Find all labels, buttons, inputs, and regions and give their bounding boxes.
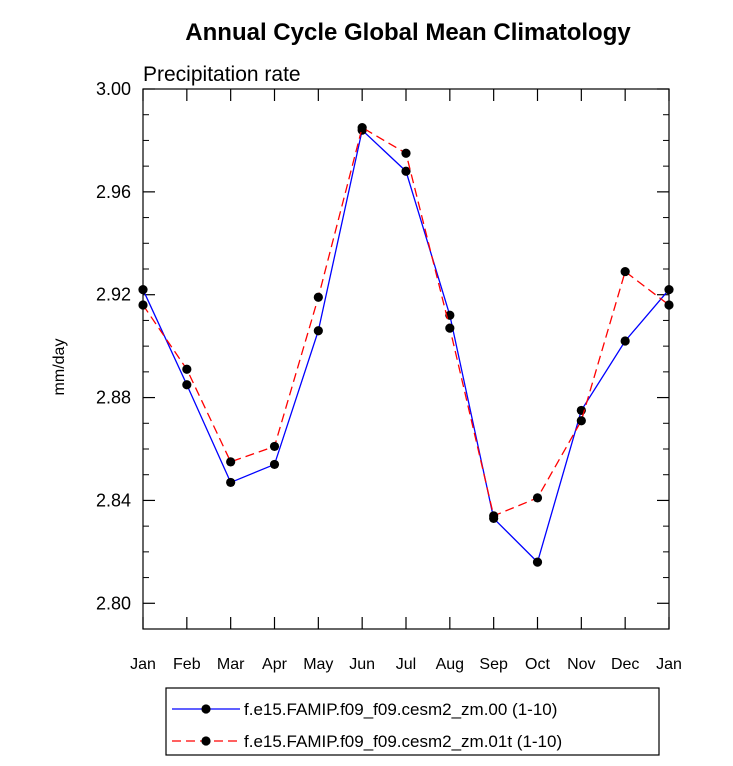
data-point — [313, 326, 323, 336]
data-point — [138, 300, 148, 310]
x-tick-label: Aug — [436, 656, 464, 673]
y-tick-label: 2.88 — [96, 388, 131, 408]
y-axis-label: mm/day — [51, 339, 68, 396]
data-point — [489, 511, 499, 521]
y-tick-label: 3.00 — [96, 79, 131, 99]
data-point — [313, 292, 323, 302]
data-point — [182, 364, 192, 374]
data-point — [532, 557, 543, 567]
x-tick-label: Apr — [262, 656, 288, 673]
y-tick-label: 2.96 — [96, 182, 131, 202]
y-tick-labels: 2.80 2.84 2.88 2.92 2.96 3.00 — [96, 79, 131, 613]
x-tick-label: Jan — [656, 656, 682, 673]
data-point — [401, 166, 411, 176]
data-point — [445, 323, 455, 333]
legend-box — [165, 687, 660, 756]
data-point — [182, 380, 192, 390]
chart-title: Annual Cycle Global Mean Climatology — [185, 19, 631, 46]
data-point — [620, 336, 630, 346]
series-layer — [138, 122, 674, 567]
data-point — [664, 300, 674, 310]
data-point — [226, 457, 236, 467]
y-tick-label: 2.80 — [96, 593, 131, 613]
data-point — [401, 148, 411, 158]
data-point — [532, 493, 543, 503]
data-point — [664, 284, 674, 295]
data-point — [226, 477, 236, 488]
data-point — [138, 284, 148, 295]
axis-ticks — [142, 88, 670, 630]
legend: f.e15.FAMIP.f09_f09.cesm2_zm.00 (1-10) f… — [165, 687, 660, 756]
legend-swatch-marker — [201, 704, 211, 714]
x-tick-labels: Jan Feb Mar Apr May Jun Jul Aug Sep Oct Nov Dec Jan — [130, 656, 682, 673]
y-tick-label: 2.84 — [96, 490, 131, 510]
data-point — [576, 416, 586, 426]
y-tick-label: 2.92 — [96, 285, 131, 305]
legend-entry-label: f.e15.FAMIP.f09_f09.cesm2_zm.00 (1-10) — [244, 700, 557, 719]
data-point — [269, 441, 280, 452]
x-tick-label: Jun — [349, 656, 375, 673]
x-tick-label: Sep — [479, 656, 508, 673]
x-tick-label: Feb — [173, 656, 201, 673]
data-point — [269, 459, 280, 470]
x-tick-label: Nov — [567, 656, 595, 673]
chart-subtitle: Precipitation rate — [143, 63, 301, 86]
legend-entry-label: f.e15.FAMIP.f09_f09.cesm2_zm.01t (1-10) — [244, 732, 562, 751]
x-tick-label: Mar — [217, 656, 245, 673]
x-tick-label: May — [303, 656, 333, 673]
x-tick-label: Jan — [130, 656, 156, 673]
x-tick-label: Jul — [396, 656, 416, 673]
series-line — [142, 126, 670, 517]
data-point — [357, 122, 367, 133]
x-tick-label: Oct — [525, 656, 550, 673]
series-line — [142, 128, 670, 564]
data-point — [620, 266, 630, 277]
x-tick-label: Dec — [611, 656, 639, 673]
legend-swatch-marker — [201, 736, 211, 746]
